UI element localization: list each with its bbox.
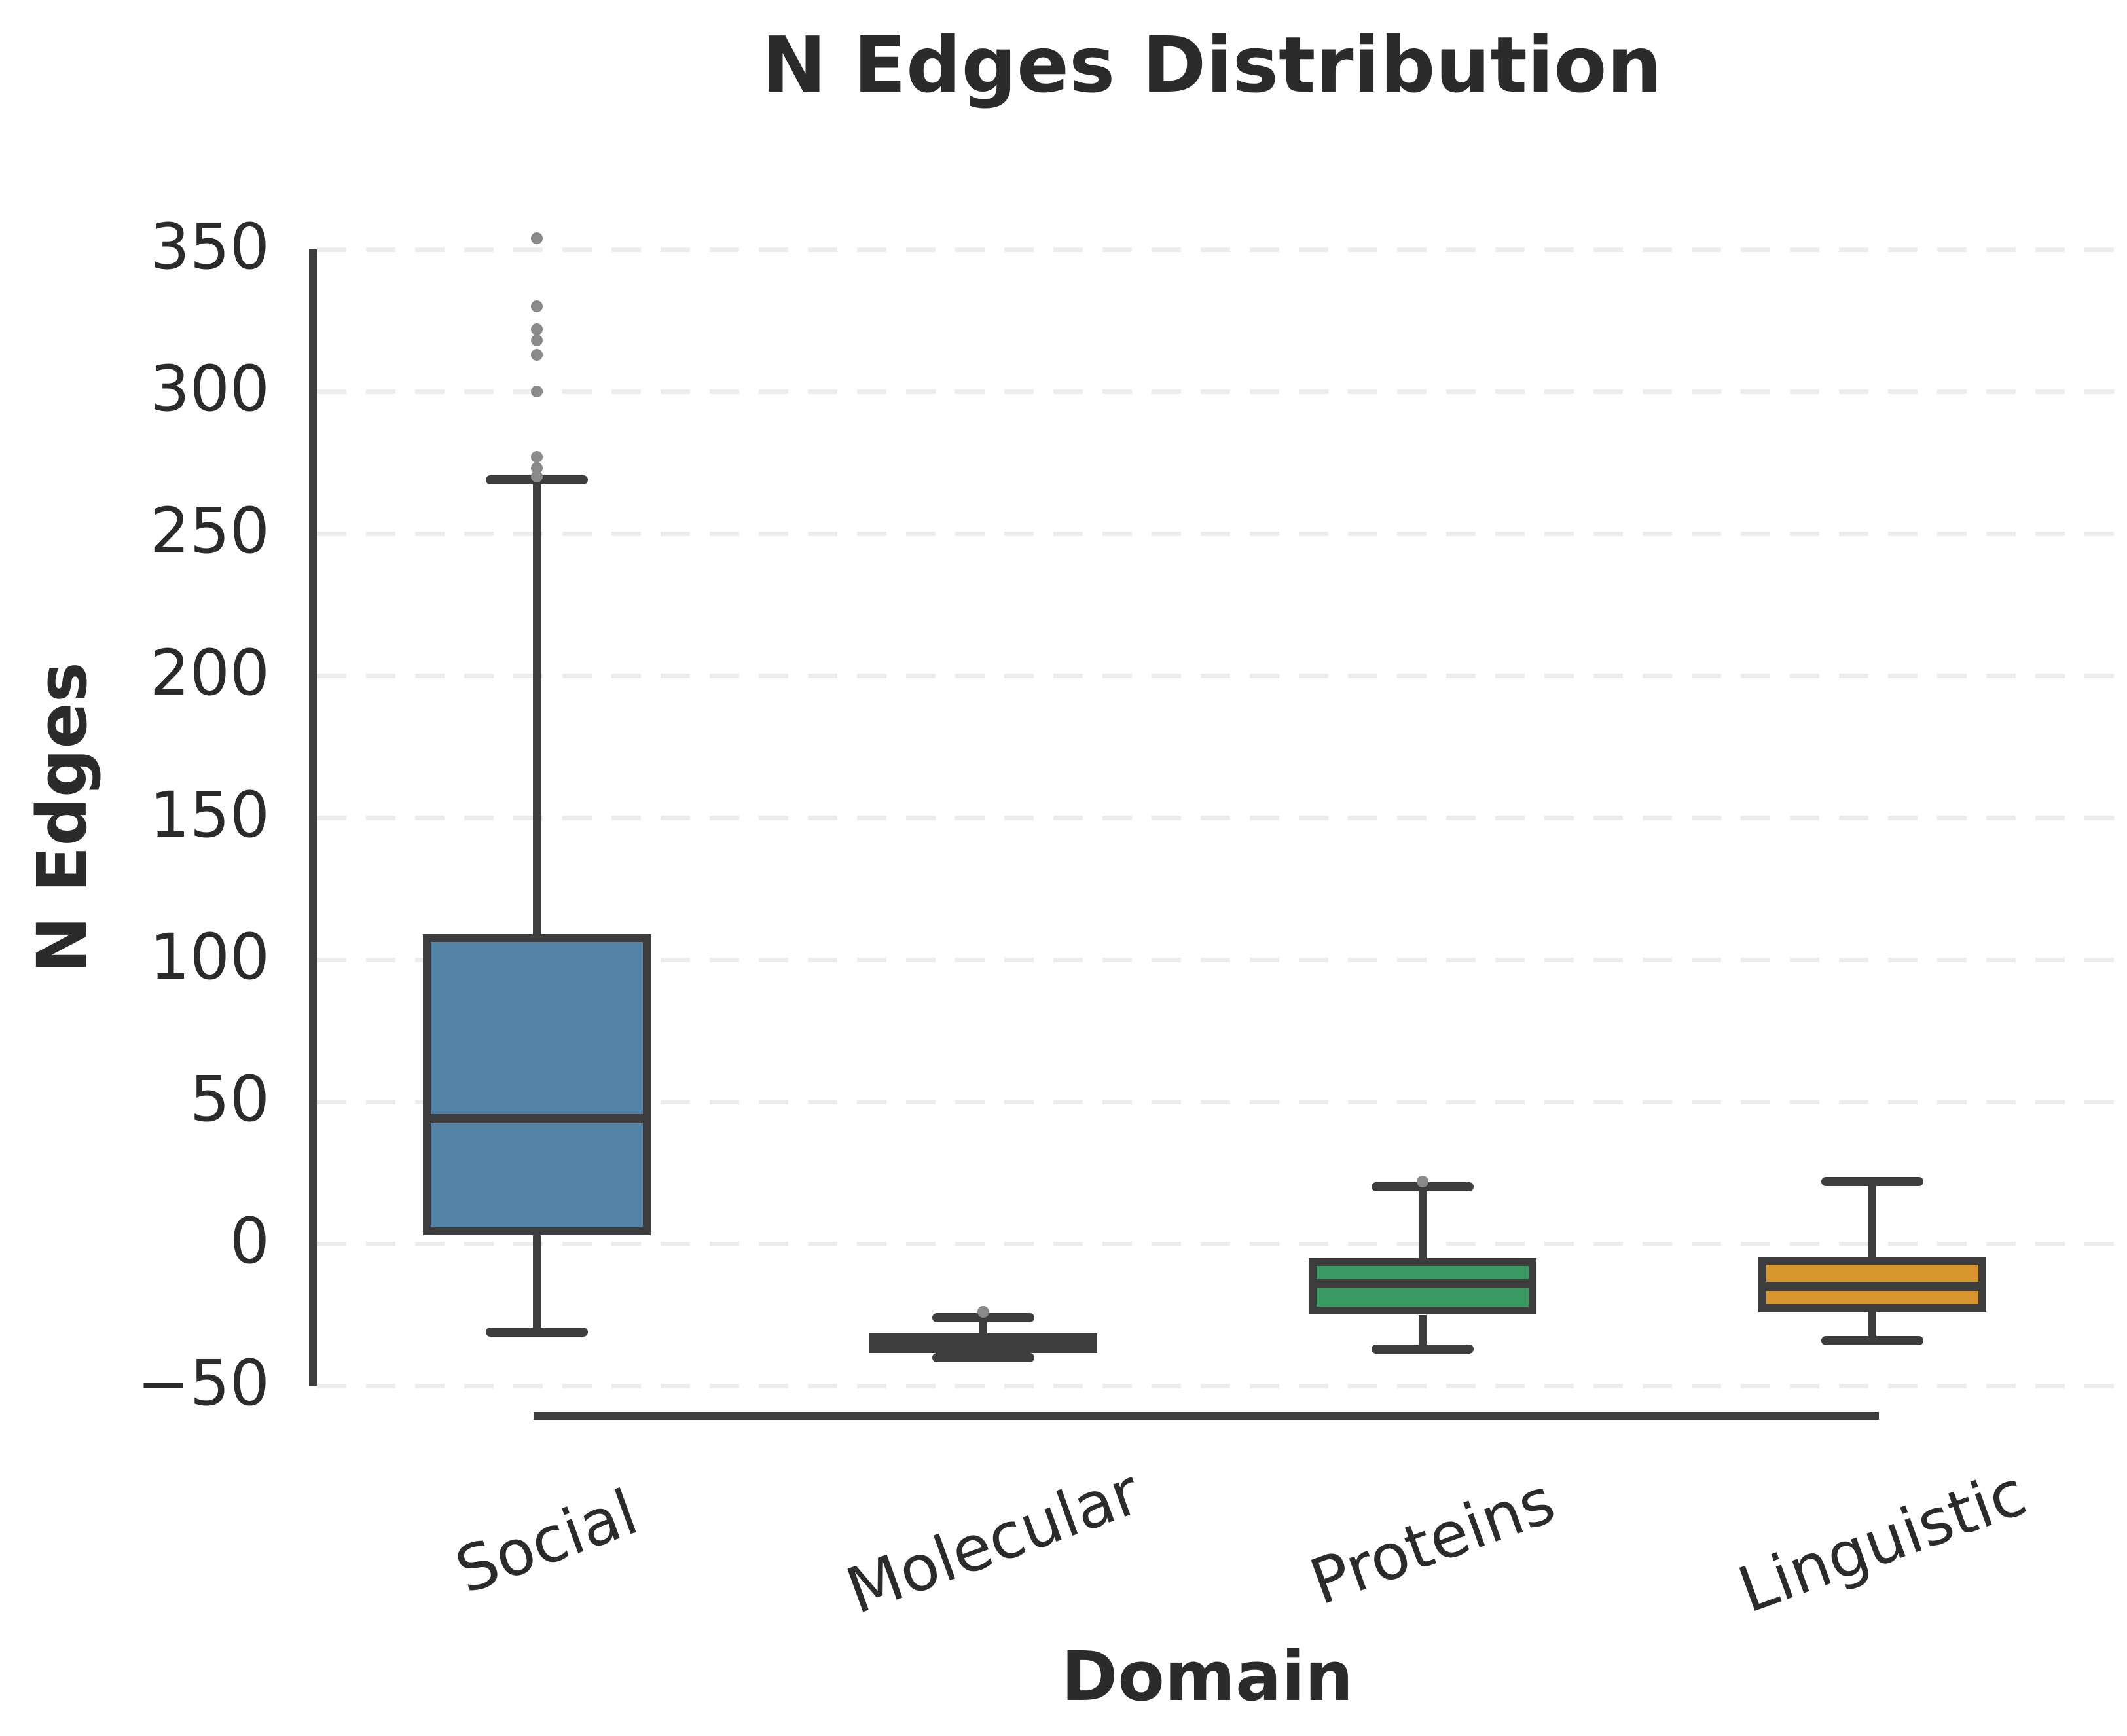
- lower-whisker-cap-molecular: [932, 1352, 1034, 1362]
- y-tick-label: 0: [229, 1204, 270, 1278]
- outlier-dot-social: [531, 450, 543, 463]
- outlier-dot-social: [531, 462, 543, 475]
- y-tick-label: 200: [149, 636, 270, 710]
- chart-title: N Edges Distribution: [761, 20, 1662, 110]
- y-gridline: [317, 1241, 2118, 1246]
- x-axis-label: Domain: [1061, 1637, 1354, 1716]
- upper-whisker-proteins: [1419, 1187, 1427, 1258]
- y-gridline: [317, 957, 2118, 962]
- median-line-social: [423, 1114, 651, 1124]
- y-gridline: [317, 531, 2118, 536]
- y-tick-label: 100: [149, 920, 270, 994]
- outlier-dot-social: [531, 471, 543, 483]
- y-tick-label: 150: [149, 778, 270, 852]
- outlier-dot-social: [531, 300, 543, 312]
- lower-whisker-social: [533, 1235, 541, 1332]
- y-tick-label: 250: [149, 494, 270, 568]
- outlier-dot-molecular: [977, 1306, 989, 1318]
- y-axis-spine: [309, 249, 317, 1386]
- y-gridline: [317, 1383, 2118, 1388]
- outlier-dot-social: [531, 323, 543, 335]
- lower-whisker-cap-linguistic: [1821, 1335, 1923, 1345]
- y-tick-label: 50: [189, 1062, 270, 1136]
- lower-whisker-cap-proteins: [1372, 1344, 1474, 1354]
- upper-whisker-social: [533, 479, 541, 934]
- y-gridline: [317, 673, 2118, 678]
- x-tick-label-linguistic: Linguistic: [1729, 1456, 2035, 1627]
- x-axis-spine: [534, 1412, 1879, 1420]
- y-tick-label: 350: [149, 210, 270, 284]
- median-line-molecular: [869, 1338, 1097, 1348]
- y-tick-label: 300: [149, 352, 270, 426]
- box-social: [423, 933, 651, 1235]
- lower-whisker-proteins: [1419, 1314, 1427, 1349]
- x-tick-label-social: Social: [446, 1475, 647, 1608]
- upper-whisker-linguistic: [1868, 1181, 1876, 1257]
- y-gridline: [317, 1099, 2118, 1104]
- x-tick-label-proteins: Proteins: [1301, 1464, 1564, 1619]
- lower-whisker-cap-social: [486, 1327, 588, 1337]
- y-gridline: [317, 389, 2118, 394]
- x-tick-label-molecular: Molecular: [837, 1455, 1150, 1629]
- outlier-dot-social: [531, 348, 543, 361]
- y-tick-label: −50: [137, 1347, 270, 1420]
- upper-whisker-cap-linguistic: [1821, 1176, 1923, 1186]
- y-gridline: [317, 815, 2118, 820]
- lower-whisker-linguistic: [1868, 1312, 1876, 1341]
- outlier-dot-proteins: [1417, 1175, 1428, 1187]
- outlier-dot-social: [531, 386, 543, 397]
- outlier-dot-social: [531, 334, 543, 346]
- median-line-linguistic: [1758, 1282, 1986, 1292]
- median-line-proteins: [1309, 1278, 1536, 1288]
- y-gridline: [317, 247, 2118, 252]
- outlier-dot-social: [531, 232, 543, 244]
